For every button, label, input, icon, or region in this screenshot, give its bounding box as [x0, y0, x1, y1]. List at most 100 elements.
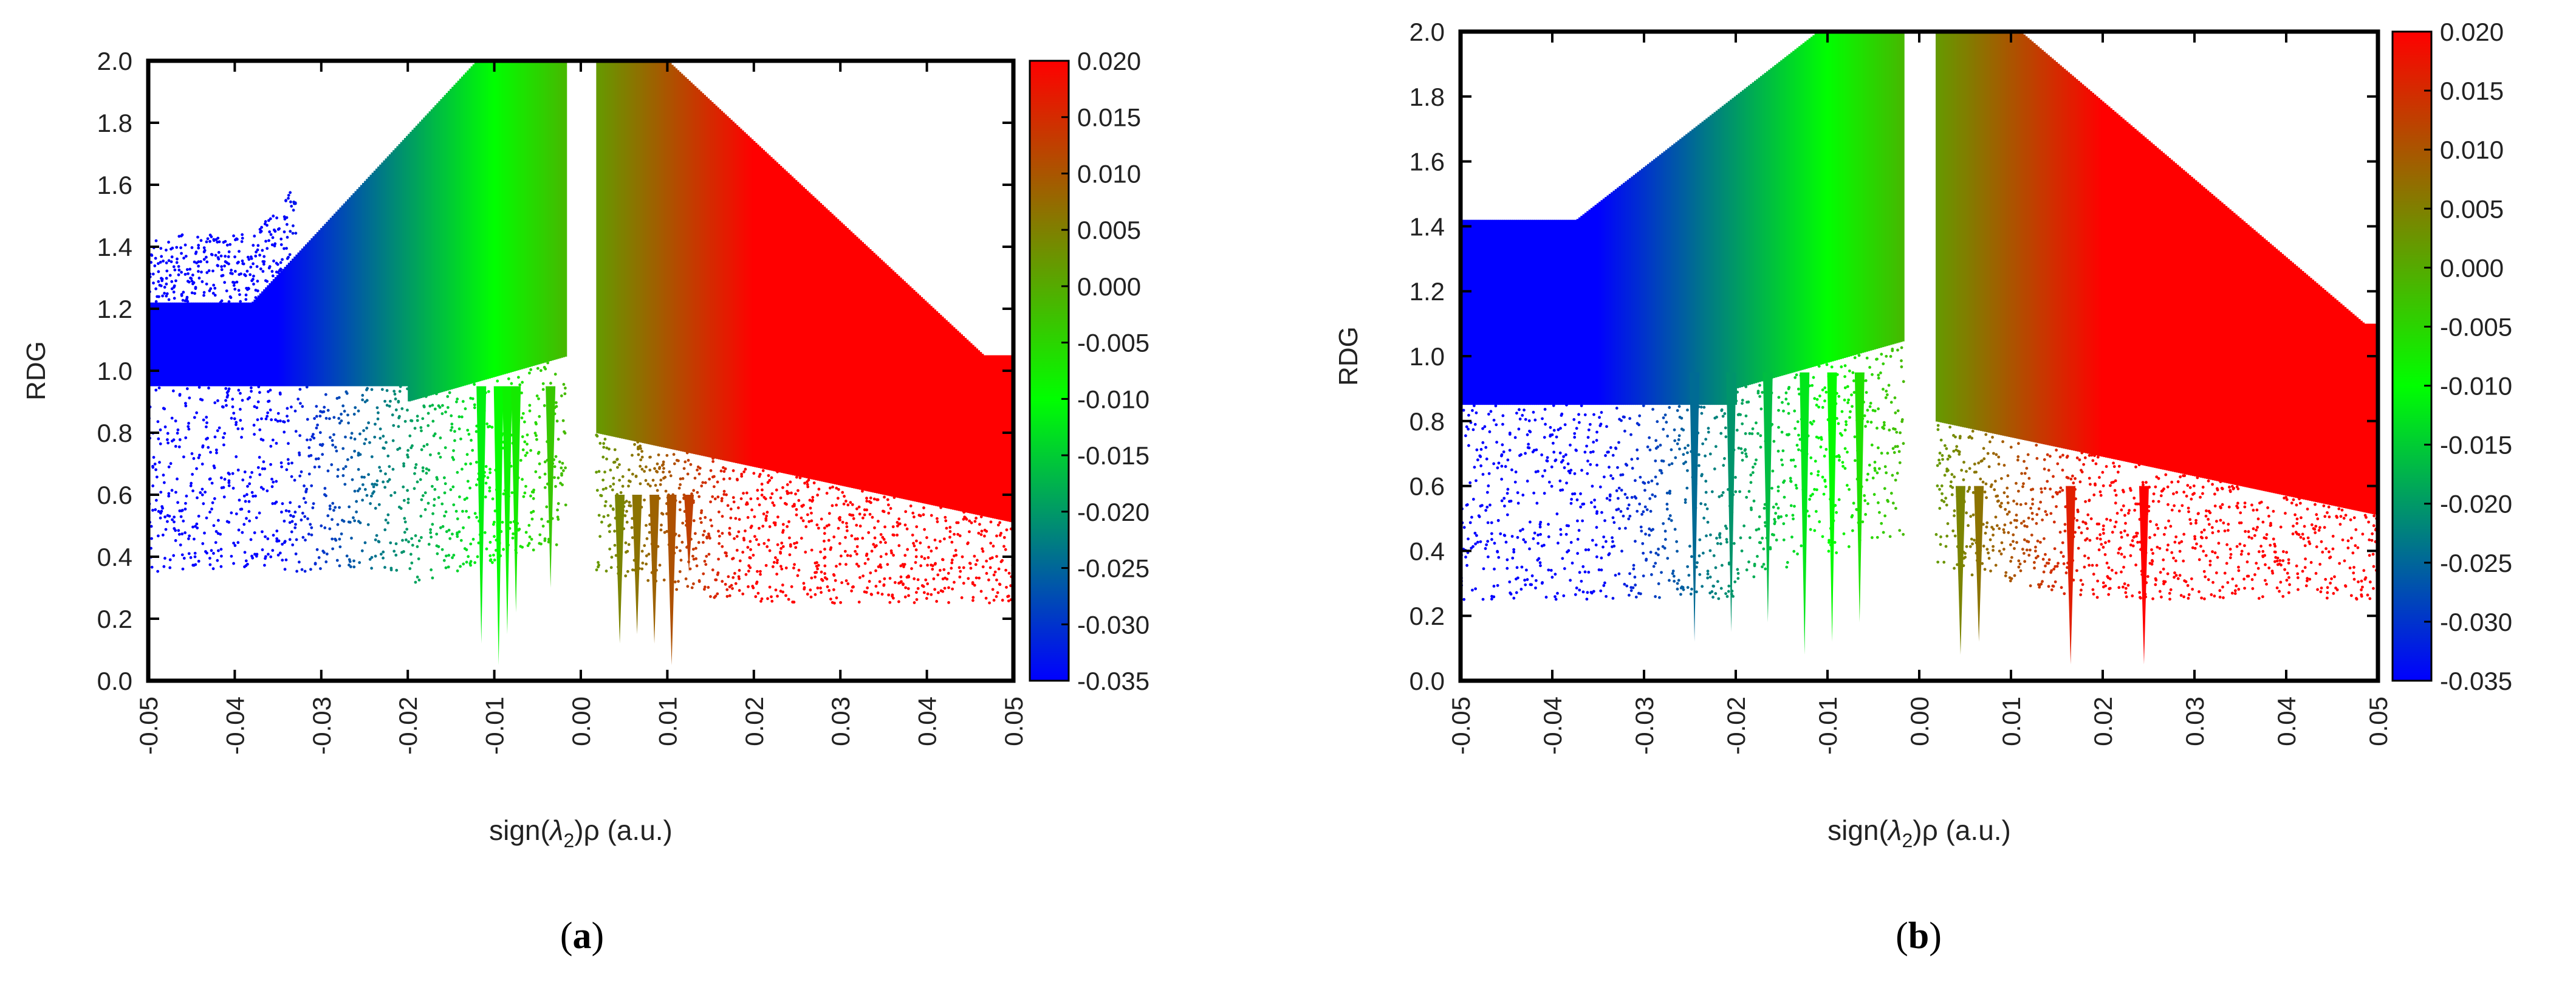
scatter-point-1-207-2 — [1875, 427, 1879, 430]
scatter-point-0-277-4 — [701, 540, 705, 544]
scatter-point-1-341-3 — [2177, 509, 2181, 513]
scatter-point-0-34-0 — [208, 557, 211, 560]
scatter-point-0-138-3 — [406, 497, 410, 501]
scatter-point-1-180-0 — [1821, 388, 1824, 391]
x-tick-label-7: 0.02 — [740, 697, 769, 746]
scatter-point-1-160-0 — [1780, 458, 1783, 462]
scatter-band-262 — [676, 70, 680, 451]
scatter-point-0-393-1 — [923, 557, 927, 560]
scatter-point-0-269-0 — [687, 458, 690, 462]
scatter-point-0-319-0 — [781, 545, 785, 548]
scatter-band-357 — [857, 238, 860, 490]
scatter-point-1-55-3 — [1569, 443, 1572, 447]
scatter-point-1-202-3 — [1865, 391, 1868, 394]
scatter-band-79 — [297, 252, 301, 387]
scatter-point-1-299-1 — [2092, 493, 2096, 497]
scatter-point-1-84-0 — [1627, 517, 1631, 521]
scatter-point-1-115-1 — [1689, 592, 1693, 596]
scatter-point-1-6-0 — [1468, 481, 1472, 484]
scatter-point-0-87-2 — [310, 533, 313, 537]
scatter-band-105 — [346, 199, 351, 387]
scatter-point-1-297-4 — [2088, 477, 2091, 480]
scatter-point-0-38-4 — [216, 518, 220, 522]
scatter-band-293 — [735, 125, 739, 463]
scatter-point-1-26-2 — [1509, 591, 1512, 594]
scatter-point-0-27-0 — [197, 514, 200, 518]
scatter-point-0-293-4 — [733, 572, 736, 575]
scatter-point-0-216-1 — [557, 518, 560, 521]
scatter-band-61 — [1582, 214, 1586, 405]
scatter-point-1-299-0 — [2092, 592, 2095, 596]
scatter-band-384 — [908, 286, 912, 501]
scatter-point-0-392-4 — [922, 513, 925, 517]
scatter-point-1-222-1 — [1938, 487, 1941, 491]
scatter-point-0-13-0 — [168, 566, 172, 569]
scatter-top-point-0-62-0 — [262, 263, 265, 266]
scatter-point-1-298-1 — [2090, 453, 2094, 457]
scatter-point-0-78-2 — [293, 526, 297, 529]
scatter-point-1-111-2 — [1682, 428, 1685, 432]
scatter-point-0-315-0 — [775, 573, 779, 576]
scatter-point-1-63-3 — [1584, 548, 1588, 552]
scatter-top-point-0-9-0 — [163, 292, 166, 295]
scatter-band-339 — [823, 207, 826, 482]
scatter-point-0-224-0 — [601, 487, 605, 491]
scatter-point-1-305-1 — [2103, 553, 2107, 556]
scatter-point-1-107-4 — [1673, 579, 1676, 583]
x-tick-label-10: 0.05 — [999, 697, 1028, 746]
scatter-point-0-271-3 — [690, 586, 694, 590]
scatter-point-0-74-2 — [286, 415, 289, 418]
scatter-band-340 — [824, 208, 828, 483]
scatter-band-404 — [946, 322, 950, 509]
scatter-point-1-58-3 — [1575, 449, 1578, 452]
scatter-band-107 — [1675, 142, 1679, 405]
scatter-point-1-293-4 — [2080, 470, 2084, 473]
scatter-point-0-35-3 — [210, 481, 214, 485]
scatter-point-1-347-2 — [2189, 522, 2193, 525]
scatter-point-1-67-4 — [1592, 413, 1595, 416]
scatter-band-93 — [324, 224, 327, 387]
scatter-band-53 — [248, 302, 252, 387]
scatter-point-1-293-0 — [2081, 583, 2084, 587]
scatter-point-0-3-0 — [150, 565, 154, 569]
scatter-top-point-0-30-1 — [202, 258, 206, 261]
scatter-point-0-295-3 — [737, 530, 741, 534]
scatter-point-1-31-4 — [1520, 565, 1524, 569]
scatter-point-1-58-4 — [1574, 593, 1577, 596]
scatter-point-0-294-0 — [734, 582, 738, 585]
scatter-point-0-140-1 — [411, 444, 414, 447]
scatter-point-1-3-1 — [1462, 526, 1466, 529]
scatter-point-0-412-0 — [960, 596, 964, 599]
scatter-band-348 — [2194, 180, 2197, 477]
scatter-point-1-57-2 — [1572, 418, 1576, 421]
scatter-band-24 — [1507, 219, 1511, 405]
scatter-point-0-333-1 — [809, 506, 812, 510]
scatter-band-217 — [1897, 32, 1901, 343]
scatter-point-1-238-0 — [1970, 436, 1974, 440]
scatter-point-0-126-3 — [384, 518, 388, 522]
scatter-point-1-209-3 — [1880, 353, 1883, 356]
scatter-point-0-70-3 — [278, 393, 282, 396]
scatter-point-1-225-2 — [1944, 545, 1948, 548]
scatter-point-0-247-2 — [646, 483, 650, 486]
scatter-point-1-30-3 — [1518, 408, 1521, 411]
scatter-point-0-363-2 — [865, 554, 868, 557]
scatter-point-0-6-4 — [157, 510, 160, 513]
scatter-point-0-224-2 — [601, 478, 605, 482]
scatter-top-point-0-17-3 — [177, 265, 180, 268]
scatter-top-point-0-20-2 — [182, 256, 185, 260]
scatter-band-335 — [2168, 157, 2171, 471]
scatter-point-1-23-1 — [1503, 534, 1507, 537]
scatter-point-1-52-0 — [1562, 455, 1565, 458]
scatter-point-1-68-3 — [1594, 543, 1598, 547]
scatter-point-1-10-4 — [1476, 540, 1479, 544]
scatter-point-0-377-2 — [892, 554, 895, 557]
scatter-point-1-207-3 — [1875, 357, 1879, 361]
scatter-point-1-144-0 — [1748, 432, 1752, 435]
scatter-point-1-131-4 — [1720, 494, 1724, 497]
scatter-point-0-426-2 — [987, 578, 990, 582]
scatter-point-1-280-1 — [2055, 505, 2058, 508]
scatter-point-1-236-3 — [1966, 489, 1970, 493]
scatter-point-0-110-3 — [354, 406, 357, 410]
scatter-point-1-297-1 — [2088, 499, 2091, 503]
